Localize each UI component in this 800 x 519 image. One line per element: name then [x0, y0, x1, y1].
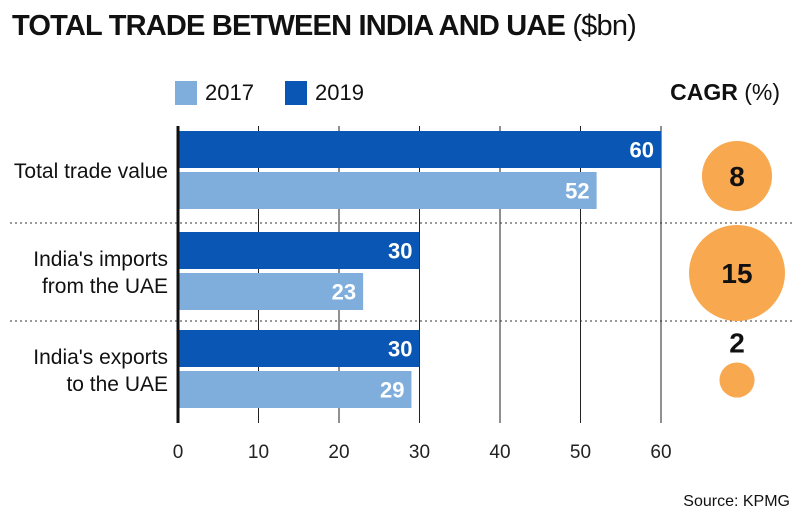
bar-2019	[178, 232, 420, 269]
bar-value-label: 52	[565, 179, 589, 204]
cagr-value-label: 15	[721, 258, 752, 289]
bar-value-label: 60	[630, 138, 654, 163]
chart-title: TOTAL TRADE BETWEEN INDIA AND UAE ($bn)	[12, 10, 637, 43]
row-label-line: India's exports	[33, 346, 168, 369]
row-label-line: to the UAE	[66, 373, 168, 396]
chart-title-main: TOTAL TRADE BETWEEN INDIA AND UAE	[12, 10, 566, 42]
x-tick-label: 10	[248, 442, 269, 463]
legend-label-2017: 2017	[205, 80, 254, 105]
legend-item-2019: 2019	[285, 80, 364, 106]
row-label-line: Total trade value	[13, 160, 168, 183]
bar-value-label: 23	[332, 280, 356, 305]
chart-title-unit: ($bn)	[572, 10, 637, 42]
bar-2019	[178, 330, 420, 367]
legend-swatch-2017	[175, 81, 197, 105]
bar-2019	[178, 131, 661, 168]
source-note: Source: KPMG	[683, 493, 790, 510]
bar-value-label: 30	[388, 337, 412, 362]
x-tick-label: 50	[570, 442, 591, 463]
x-tick-label: 40	[489, 442, 510, 463]
bar-2017	[178, 273, 364, 310]
cagr-header-bold: CAGR	[670, 79, 738, 105]
row-label-imports: India's imports from the UAE	[0, 246, 168, 300]
x-tick-label: 0	[173, 442, 184, 463]
cagr-value-label: 8	[729, 161, 745, 192]
bar-value-label: 29	[380, 378, 404, 403]
legend-swatch-2019	[285, 81, 307, 105]
cagr-bubble	[701, 140, 773, 212]
row-label-line: India's imports	[33, 248, 168, 271]
row-label-exports: India's exports to the UAE	[0, 344, 168, 398]
cagr-header: CAGR (%)	[670, 79, 780, 106]
bar-2017	[178, 172, 597, 209]
legend-item-2017: 2017	[175, 80, 254, 106]
legend-label-2019: 2019	[315, 80, 364, 105]
cagr-header-unit: (%)	[744, 79, 780, 105]
row-label-line: from the UAE	[41, 275, 168, 298]
cagr-bubble	[719, 362, 755, 398]
row-label-total-trade: Total trade value	[0, 158, 168, 185]
cagr-bubble	[689, 225, 785, 321]
x-tick-label: 30	[409, 442, 430, 463]
bar-value-label: 30	[388, 239, 412, 264]
x-tick-label: 60	[650, 442, 671, 463]
bar-2017	[178, 371, 412, 408]
cagr-value-label: 2	[729, 327, 745, 358]
x-tick-label: 20	[328, 442, 349, 463]
